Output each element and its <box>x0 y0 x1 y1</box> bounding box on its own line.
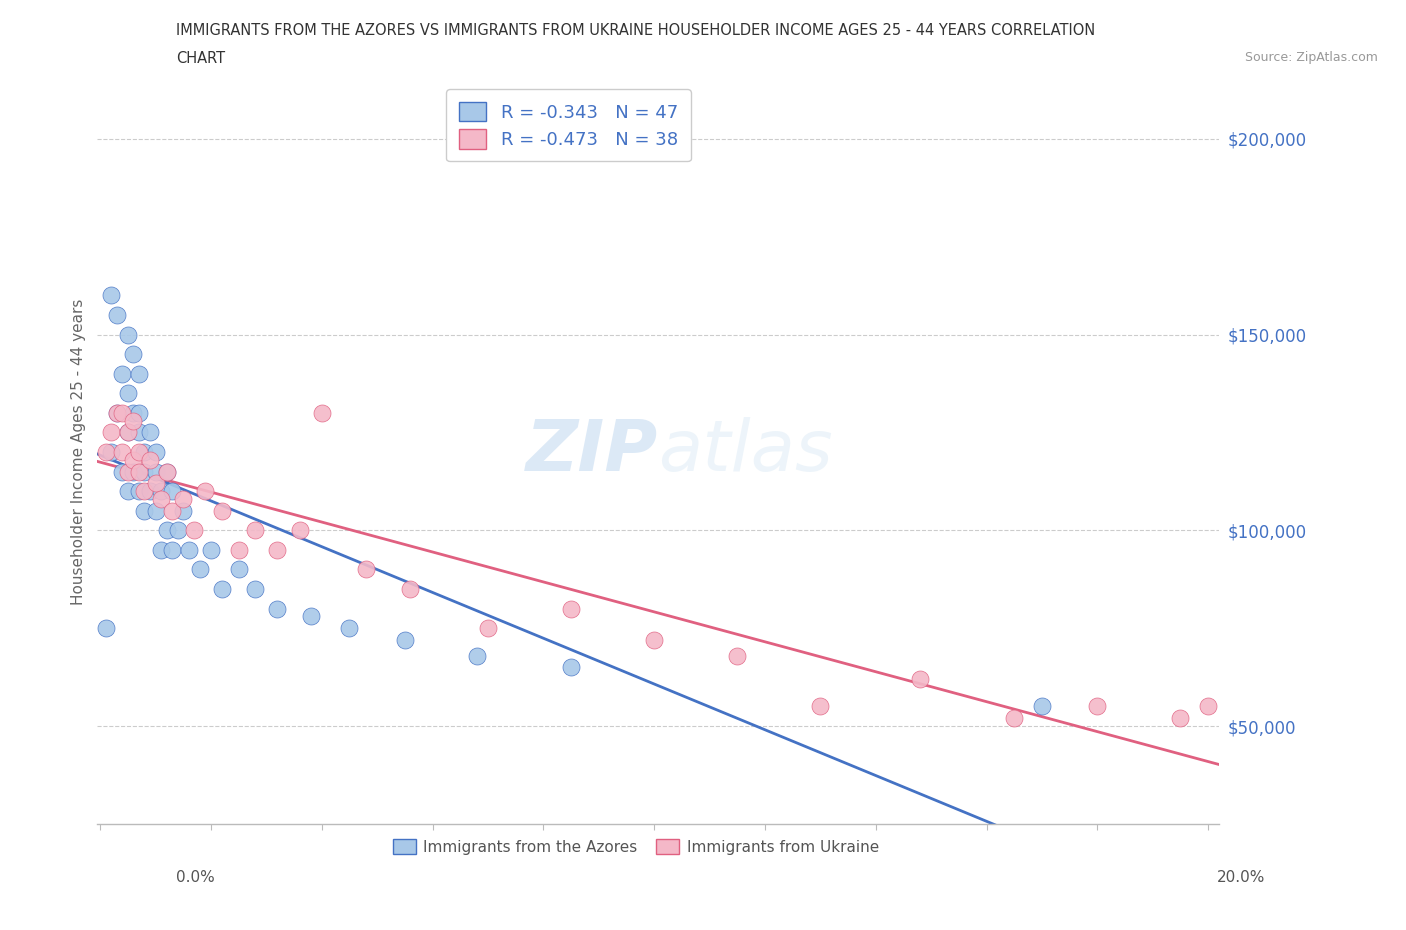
Point <box>122 413 145 428</box>
Point <box>266 542 288 557</box>
Point <box>100 425 122 440</box>
Point <box>288 523 311 538</box>
Point <box>134 484 156 498</box>
Text: IMMIGRANTS FROM THE AZORES VS IMMIGRANTS FROM UKRAINE HOUSEHOLDER INCOME AGES 25: IMMIGRANTS FROM THE AZORES VS IMMIGRANTS… <box>176 23 1095 38</box>
Point <box>560 601 582 616</box>
Point <box>808 699 831 714</box>
Point <box>139 484 162 498</box>
Point <box>128 445 150 459</box>
Point <box>266 601 288 616</box>
Point <box>122 347 145 362</box>
Point <box>111 366 134 381</box>
Point <box>211 503 233 518</box>
Point <box>311 405 333 420</box>
Point <box>134 445 156 459</box>
Point <box>117 425 139 440</box>
Text: CHART: CHART <box>176 51 225 66</box>
Point <box>94 445 117 459</box>
Point <box>105 308 128 323</box>
Text: Source: ZipAtlas.com: Source: ZipAtlas.com <box>1244 51 1378 64</box>
Point <box>1197 699 1219 714</box>
Point <box>128 405 150 420</box>
Point <box>117 327 139 342</box>
Point <box>560 660 582 675</box>
Point <box>139 425 162 440</box>
Text: ZIP: ZIP <box>526 418 658 486</box>
Text: 0.0%: 0.0% <box>176 870 215 884</box>
Point <box>111 445 134 459</box>
Point <box>128 366 150 381</box>
Point <box>211 581 233 596</box>
Point <box>100 288 122 303</box>
Point <box>128 464 150 479</box>
Point <box>354 562 377 577</box>
Point <box>117 386 139 401</box>
Point <box>228 562 250 577</box>
Point <box>145 476 167 491</box>
Point <box>200 542 222 557</box>
Point <box>166 523 188 538</box>
Point <box>160 484 183 498</box>
Point <box>122 464 145 479</box>
Point <box>172 503 194 518</box>
Point <box>145 464 167 479</box>
Point <box>394 632 416 647</box>
Point <box>111 405 134 420</box>
Point <box>643 632 665 647</box>
Point <box>1031 699 1053 714</box>
Point <box>160 542 183 557</box>
Point <box>399 581 422 596</box>
Point <box>105 405 128 420</box>
Text: atlas: atlas <box>658 418 832 486</box>
Point <box>155 464 177 479</box>
Point <box>183 523 205 538</box>
Point <box>122 452 145 467</box>
Point <box>1085 699 1108 714</box>
Point <box>134 464 156 479</box>
Point <box>339 620 361 635</box>
Point <box>155 523 177 538</box>
Point <box>134 503 156 518</box>
Point <box>245 581 267 596</box>
Point <box>122 405 145 420</box>
Point <box>725 648 748 663</box>
Point <box>228 542 250 557</box>
Point <box>194 484 217 498</box>
Legend: Immigrants from the Azores, Immigrants from Ukraine: Immigrants from the Azores, Immigrants f… <box>387 832 884 861</box>
Point <box>465 648 488 663</box>
Point <box>150 492 173 507</box>
Point <box>139 452 162 467</box>
Point <box>94 620 117 635</box>
Point <box>908 671 931 686</box>
Text: 20.0%: 20.0% <box>1218 870 1265 884</box>
Point <box>299 609 322 624</box>
Y-axis label: Householder Income Ages 25 - 44 years: Householder Income Ages 25 - 44 years <box>72 299 86 605</box>
Point <box>245 523 267 538</box>
Point <box>477 620 499 635</box>
Point <box>155 464 177 479</box>
Point <box>128 484 150 498</box>
Point <box>1170 711 1192 725</box>
Point <box>188 562 211 577</box>
Point <box>117 425 139 440</box>
Point <box>111 464 134 479</box>
Point <box>150 542 173 557</box>
Point <box>145 503 167 518</box>
Point <box>1002 711 1025 725</box>
Point <box>160 503 183 518</box>
Point <box>100 445 122 459</box>
Point <box>128 425 150 440</box>
Point <box>150 484 173 498</box>
Point <box>105 405 128 420</box>
Point <box>117 464 139 479</box>
Point <box>172 492 194 507</box>
Point <box>177 542 200 557</box>
Point <box>117 484 139 498</box>
Point <box>145 445 167 459</box>
